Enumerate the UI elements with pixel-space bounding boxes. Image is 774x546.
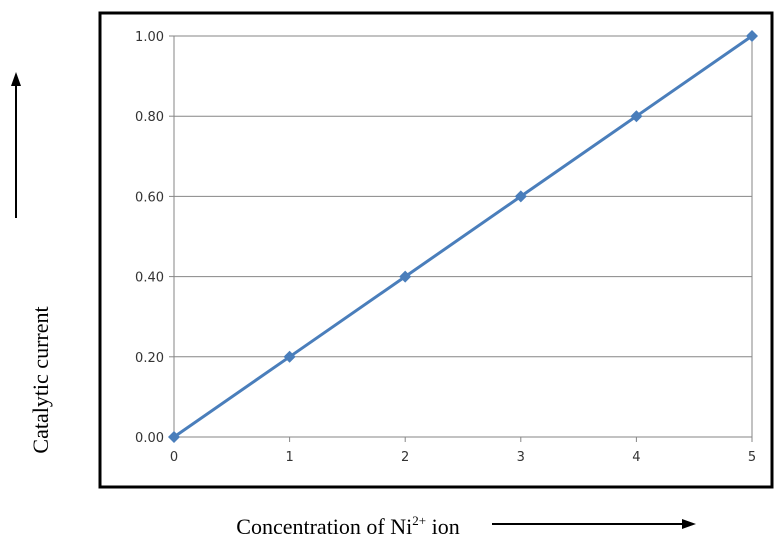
data-point — [283, 350, 296, 363]
series-group — [168, 30, 758, 443]
y-axis: 0.00 0.20 0.40 0.60 0.80 1.00 — [135, 30, 174, 446]
x-tick-label: 1 — [285, 450, 293, 465]
y-axis-arrow — [11, 72, 21, 218]
x-tick-label: 3 — [517, 450, 525, 465]
y-tick-label: 0.60 — [135, 190, 164, 205]
y-tick-label: 1.00 — [135, 30, 164, 45]
x-axis-arrow — [492, 519, 696, 529]
x-tick-label: 5 — [748, 450, 756, 465]
x-axis-title: Concentration of Ni2+ ion — [236, 513, 459, 539]
series-line — [173, 34, 753, 439]
data-point — [168, 431, 180, 443]
data-point — [630, 110, 643, 123]
x-tick-label: 0 — [170, 450, 178, 465]
x-axis-title-suffix: ion — [426, 514, 460, 539]
x-tick-label: 4 — [632, 450, 640, 465]
data-point — [399, 270, 412, 283]
data-point — [746, 30, 758, 42]
chart-frame — [98, 11, 774, 489]
y-tick-label: 0.40 — [135, 271, 164, 286]
x-axis-title-main: Concentration of Ni — [236, 514, 412, 539]
plot-area — [173, 35, 753, 438]
y-tick-label: 0.80 — [135, 110, 164, 125]
y-axis-title: Catalytic current — [28, 306, 53, 453]
data-point — [514, 190, 527, 203]
x-axis-title-superscript: 2+ — [412, 513, 426, 528]
x-tick-label: 2 — [401, 450, 409, 465]
y-tick-label: 0.20 — [135, 351, 164, 366]
x-axis: 0 1 2 3 4 5 — [170, 437, 756, 465]
y-tick-label: 0.00 — [135, 431, 164, 446]
